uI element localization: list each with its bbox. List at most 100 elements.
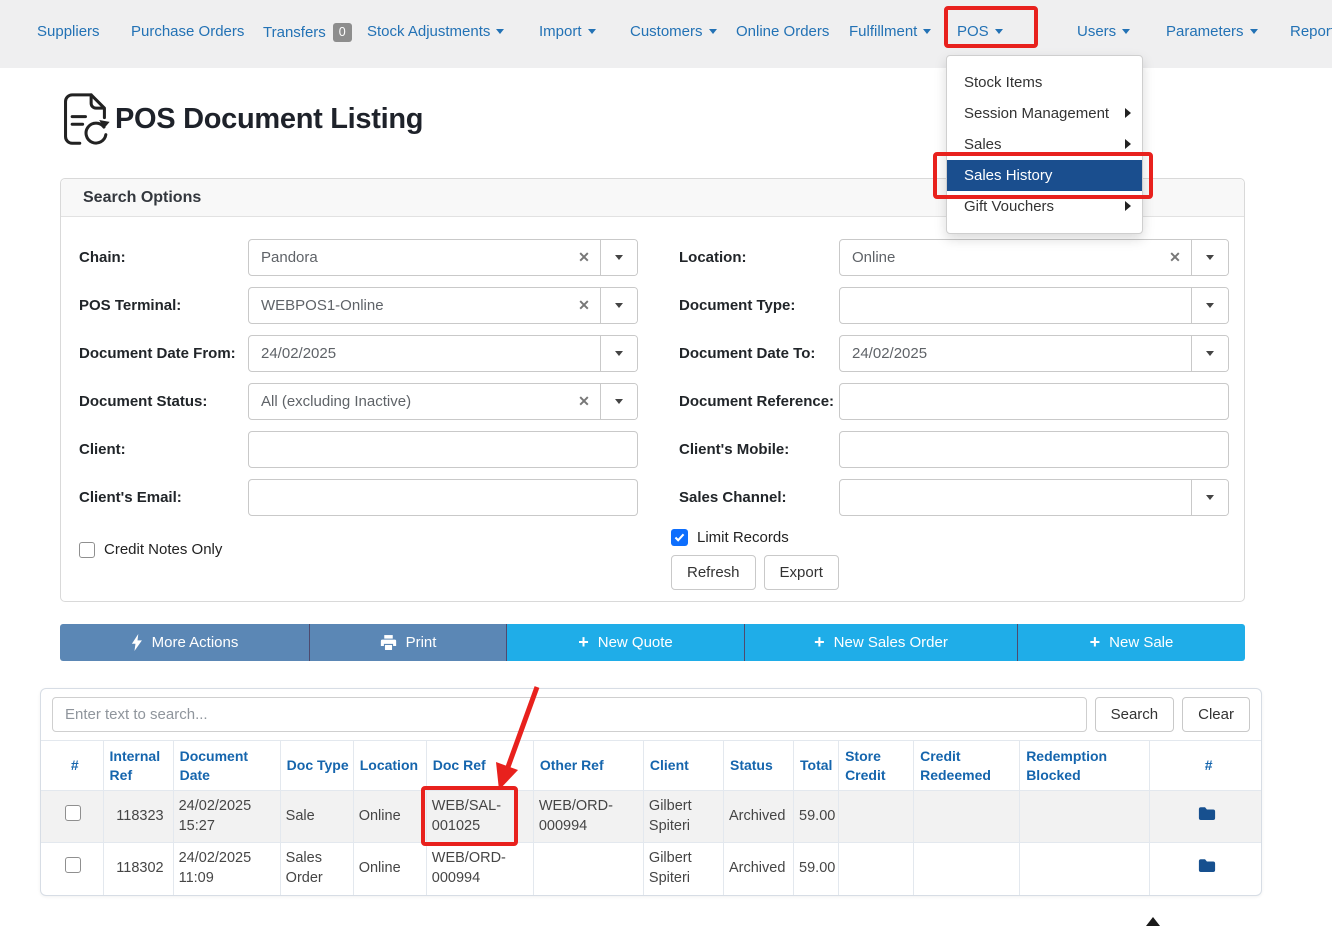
nav-online-orders[interactable]: Online Orders [736, 23, 829, 40]
limit-records-option: Limit Records [671, 529, 1229, 546]
search-button[interactable]: Search [1095, 697, 1175, 732]
chevron-down-icon [588, 29, 596, 34]
credit-notes-only-checkbox[interactable] [79, 542, 95, 558]
nav-customers[interactable]: Customers [630, 23, 717, 40]
folder-icon[interactable] [1198, 861, 1216, 877]
nav-purchase-orders[interactable]: Purchase Orders [131, 23, 244, 40]
column-header-client[interactable]: Client [643, 741, 723, 791]
new-sale-button[interactable]: + New Sale [1018, 624, 1245, 661]
chevron-down-icon [615, 303, 623, 308]
document-status-select[interactable]: All (excluding Inactive) ✕ [248, 383, 638, 420]
clear-icon[interactable]: ✕ [568, 249, 600, 266]
nav-suppliers[interactable]: Suppliers [37, 23, 100, 40]
clear-icon[interactable]: ✕ [568, 297, 600, 314]
folder-icon[interactable] [1198, 809, 1216, 825]
column-header-total[interactable]: Total [794, 741, 839, 791]
column-header-internal-ref[interactable]: Internal Ref [103, 741, 173, 791]
documents-table: # Internal Ref Document Date Doc Type Lo… [41, 740, 1261, 895]
refresh-button[interactable]: Refresh [671, 555, 756, 590]
nav-reports[interactable]: Reports [1290, 23, 1332, 40]
nav-users[interactable]: Users [1077, 23, 1130, 40]
chevron-down-icon [1206, 495, 1214, 500]
chain-label: Chain: [79, 249, 248, 266]
row-checkbox[interactable] [65, 857, 81, 873]
nav-fulfillment[interactable]: Fulfillment [849, 23, 931, 40]
table-header-row: # Internal Ref Document Date Doc Type Lo… [41, 741, 1261, 791]
clear-icon[interactable]: ✕ [568, 393, 600, 410]
cell-other-ref [533, 843, 643, 895]
client-input[interactable] [248, 431, 638, 468]
nav-label: Stock Adjustments [367, 23, 490, 40]
pos-terminal-select[interactable]: WEBPOS1-Online ✕ [248, 287, 638, 324]
menu-item-stock-items[interactable]: Stock Items [947, 67, 1142, 98]
dropdown-caret-button[interactable] [600, 336, 637, 371]
nav-import[interactable]: Import [539, 23, 596, 40]
dropdown-caret-button[interactable] [1191, 240, 1228, 275]
export-button[interactable]: Export [764, 555, 839, 590]
limit-records-label: Limit Records [697, 529, 789, 546]
clear-icon[interactable]: ✕ [1159, 249, 1191, 266]
transfers-count-badge: 0 [333, 23, 352, 42]
clients-email-input[interactable] [248, 479, 638, 516]
location-select[interactable]: Online ✕ [839, 239, 1229, 276]
cell-total: 59.00 [794, 843, 839, 895]
column-header-location[interactable]: Location [353, 741, 426, 791]
document-date-to-picker[interactable]: 24/02/2025 [839, 335, 1229, 372]
dropdown-caret-button[interactable] [600, 384, 637, 419]
document-type-select[interactable] [839, 287, 1229, 324]
cell-doc-type: Sale [280, 791, 353, 843]
sales-channel-select[interactable] [839, 479, 1229, 516]
more-actions-button[interactable]: More Actions [60, 624, 310, 661]
row-checkbox[interactable] [65, 805, 81, 821]
cell-redemption-blocked [1020, 843, 1150, 895]
dropdown-caret-button[interactable] [1191, 336, 1228, 371]
column-header-select[interactable]: # [41, 741, 103, 791]
cell-doc-ref: WEB/ORD-000994 [426, 843, 533, 895]
document-date-from-picker[interactable]: 24/02/2025 [248, 335, 638, 372]
column-header-document-date[interactable]: Document Date [173, 741, 280, 791]
table-search-input[interactable] [52, 697, 1087, 732]
dropdown-caret-button[interactable] [1191, 288, 1228, 323]
document-reference-input[interactable] [839, 383, 1229, 420]
button-label: Print [406, 634, 437, 651]
clients-mobile-input[interactable] [839, 431, 1229, 468]
nav-transfers[interactable]: Transfers 0 [263, 23, 352, 42]
new-sales-order-button[interactable]: + New Sales Order [745, 624, 1018, 661]
plus-icon: + [578, 633, 589, 651]
column-header-other-ref[interactable]: Other Ref [533, 741, 643, 791]
dropdown-caret-button[interactable] [1191, 480, 1228, 515]
column-header-doc-ref[interactable]: Doc Ref [426, 741, 533, 791]
printer-icon [380, 634, 397, 651]
search-options-form: Chain: Pandora ✕ Location: Online ✕ POS … [61, 217, 1244, 590]
clear-button[interactable]: Clear [1182, 697, 1250, 732]
limit-records-checkbox[interactable] [671, 529, 688, 546]
chain-select[interactable]: Pandora ✕ [248, 239, 638, 276]
dropdown-caret-button[interactable] [600, 240, 637, 275]
document-status-label: Document Status: [79, 393, 248, 410]
nav-label: Transfers [263, 24, 326, 41]
cell-internal-ref: 118323 [103, 791, 173, 843]
dropdown-caret-button[interactable] [600, 288, 637, 323]
cursor-artifact [1146, 917, 1160, 926]
search-options-panel: Search Options Chain: Pandora ✕ Location… [60, 178, 1245, 602]
nav-parameters[interactable]: Parameters [1166, 23, 1258, 40]
sales-channel-label: Sales Channel: [679, 489, 839, 506]
results-card: Search Clear # Internal Ref Document Dat… [40, 688, 1262, 896]
column-header-store-credit[interactable]: Store Credit [839, 741, 914, 791]
cell-credit-redeemed [914, 843, 1020, 895]
print-button[interactable]: Print [310, 624, 507, 661]
column-header-redemption-blocked[interactable]: Redemption Blocked [1020, 741, 1150, 791]
new-quote-button[interactable]: + New Quote [507, 624, 745, 661]
chevron-down-icon [615, 399, 623, 404]
column-header-actions[interactable]: # [1150, 741, 1261, 791]
nav-stock-adjustments[interactable]: Stock Adjustments [367, 23, 504, 40]
column-header-status[interactable]: Status [723, 741, 793, 791]
table-search-row: Search Clear [41, 689, 1261, 740]
menu-item-session-management[interactable]: Session Management [947, 98, 1142, 129]
annotation-box-sales-history [933, 152, 1153, 199]
nav-label: Parameters [1166, 23, 1244, 40]
column-header-credit-redeemed[interactable]: Credit Redeemed [914, 741, 1020, 791]
column-header-doc-type[interactable]: Doc Type [280, 741, 353, 791]
document-date-from-value: 24/02/2025 [249, 345, 600, 362]
chevron-down-icon [1206, 351, 1214, 356]
